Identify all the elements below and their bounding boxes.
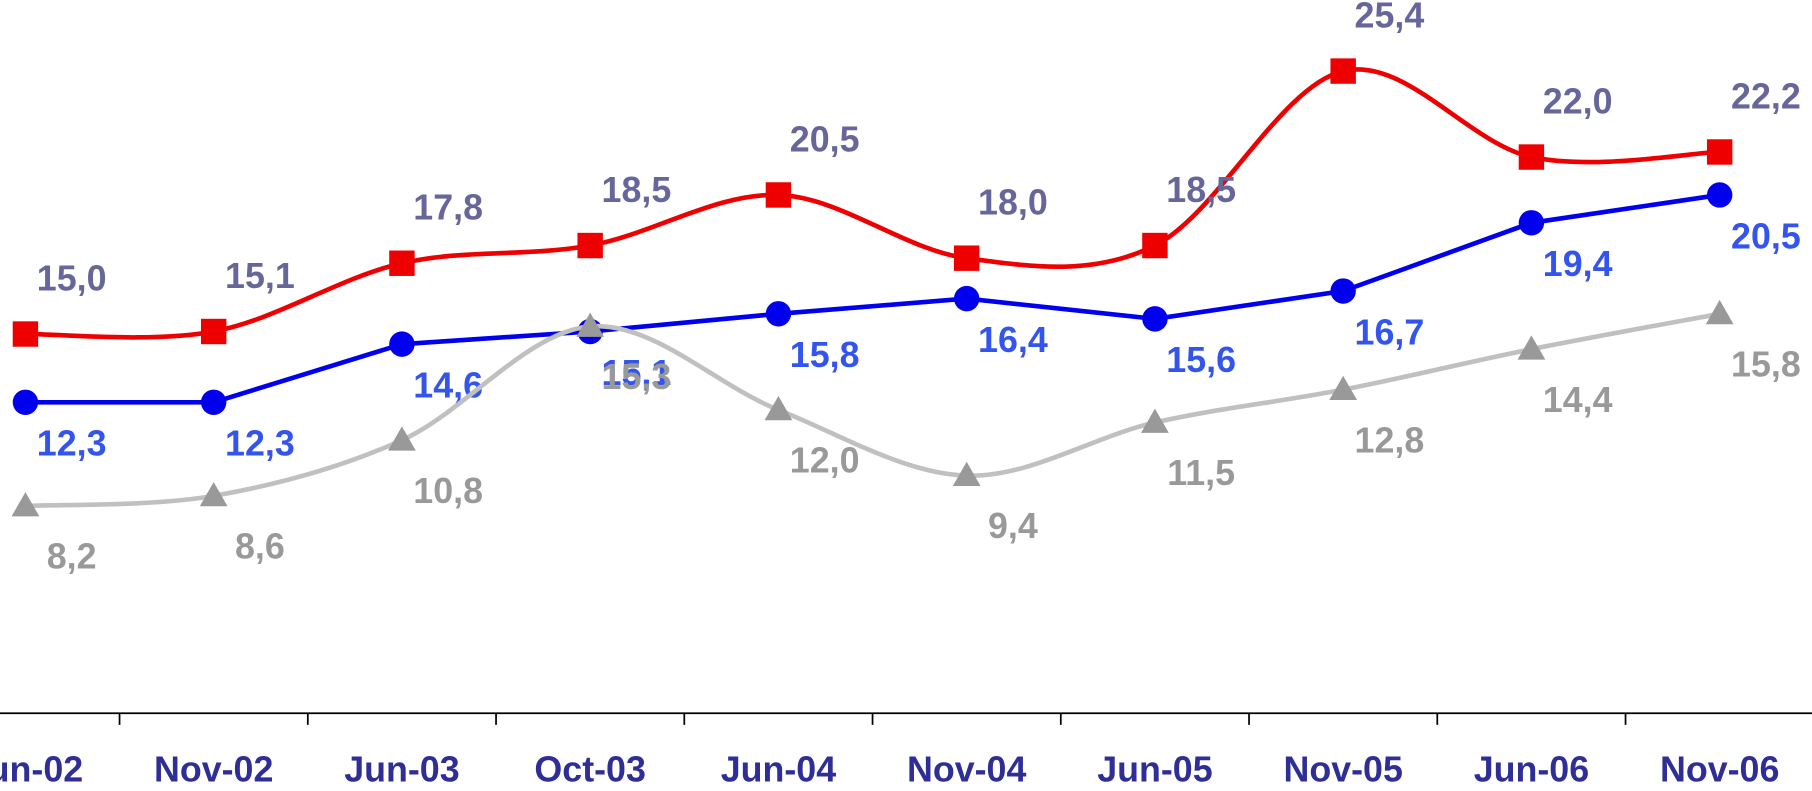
series-line: [25, 311, 1721, 509]
x-tick-label: Nov-04: [907, 750, 1026, 790]
marker: [764, 396, 793, 421]
series-line: [25, 192, 1721, 405]
x-tick-label: Jun-02: [0, 750, 83, 790]
marker: [1330, 58, 1356, 84]
data-label: 19,4: [1543, 244, 1613, 284]
x-tick-label: Nov-06: [1660, 750, 1779, 790]
marker: [953, 285, 980, 312]
marker: [11, 492, 40, 517]
data-label: 18,5: [602, 170, 672, 210]
marker: [576, 312, 605, 337]
x-tick-label: Nov-02: [154, 750, 273, 790]
x-tick-label: Jun-06: [1474, 750, 1589, 790]
marker: [765, 182, 792, 208]
data-label: 15,0: [37, 258, 107, 298]
data-label: 20,5: [790, 119, 860, 159]
data-label: 14,4: [1543, 380, 1613, 420]
data-label: 17,8: [413, 188, 483, 228]
marker: [388, 426, 416, 451]
data-label: 8,6: [235, 526, 285, 566]
marker: [952, 461, 981, 487]
marker: [1518, 144, 1545, 170]
data-label: 11,5: [1167, 453, 1235, 493]
data-label: 20,5: [1731, 216, 1801, 256]
marker: [765, 301, 792, 327]
data-label: 18,5: [1166, 170, 1236, 210]
marker: [1706, 139, 1733, 165]
data-label: 15,8: [790, 335, 860, 375]
marker: [1706, 182, 1733, 208]
data-label: 16,4: [978, 320, 1048, 360]
data-label: 8,2: [47, 537, 97, 577]
x-tick-label: Oct-03: [534, 750, 645, 790]
data-label: 16,7: [1355, 312, 1425, 352]
marker: [389, 331, 415, 357]
data-label: 12,3: [37, 424, 107, 464]
x-tick-label: Nov-05: [1283, 750, 1402, 790]
marker: [1141, 408, 1169, 433]
data-label: 12,0: [790, 441, 860, 481]
data-label: 25,4: [1355, 0, 1425, 35]
data-label: 15,1: [225, 256, 295, 296]
data-label: 9,4: [988, 506, 1038, 546]
data-label: 15,8: [1731, 344, 1801, 384]
marker: [389, 250, 415, 276]
data-label: 22,0: [1543, 81, 1613, 121]
marker: [1517, 335, 1546, 360]
data-label: 22,2: [1731, 76, 1801, 116]
marker: [199, 481, 228, 507]
marker: [200, 389, 227, 416]
data-label: 15,1: [602, 353, 672, 393]
marker: [200, 318, 227, 345]
data-label: 12,3: [225, 424, 295, 464]
data-label: 15,6: [1166, 340, 1236, 380]
data-label: 12,8: [1355, 420, 1425, 460]
marker: [577, 232, 603, 259]
marker: [12, 321, 39, 347]
data-label: 14,6: [413, 366, 483, 406]
series-line: [25, 67, 1720, 340]
marker: [1518, 210, 1545, 236]
marker: [1142, 306, 1168, 332]
marker: [1705, 299, 1734, 325]
data-label: 18,0: [978, 182, 1048, 222]
data-label: 15,3: [602, 357, 672, 397]
x-tick-label: Jun-04: [721, 750, 837, 790]
data-label: 10,8: [413, 471, 483, 511]
marker: [953, 245, 980, 271]
marker: [1142, 232, 1168, 259]
marker: [12, 389, 39, 416]
marker: [1330, 278, 1356, 304]
x-tick-label: Jun-05: [1097, 750, 1212, 790]
x-tick-label: Jun-03: [344, 750, 459, 790]
marker: [1329, 375, 1358, 401]
